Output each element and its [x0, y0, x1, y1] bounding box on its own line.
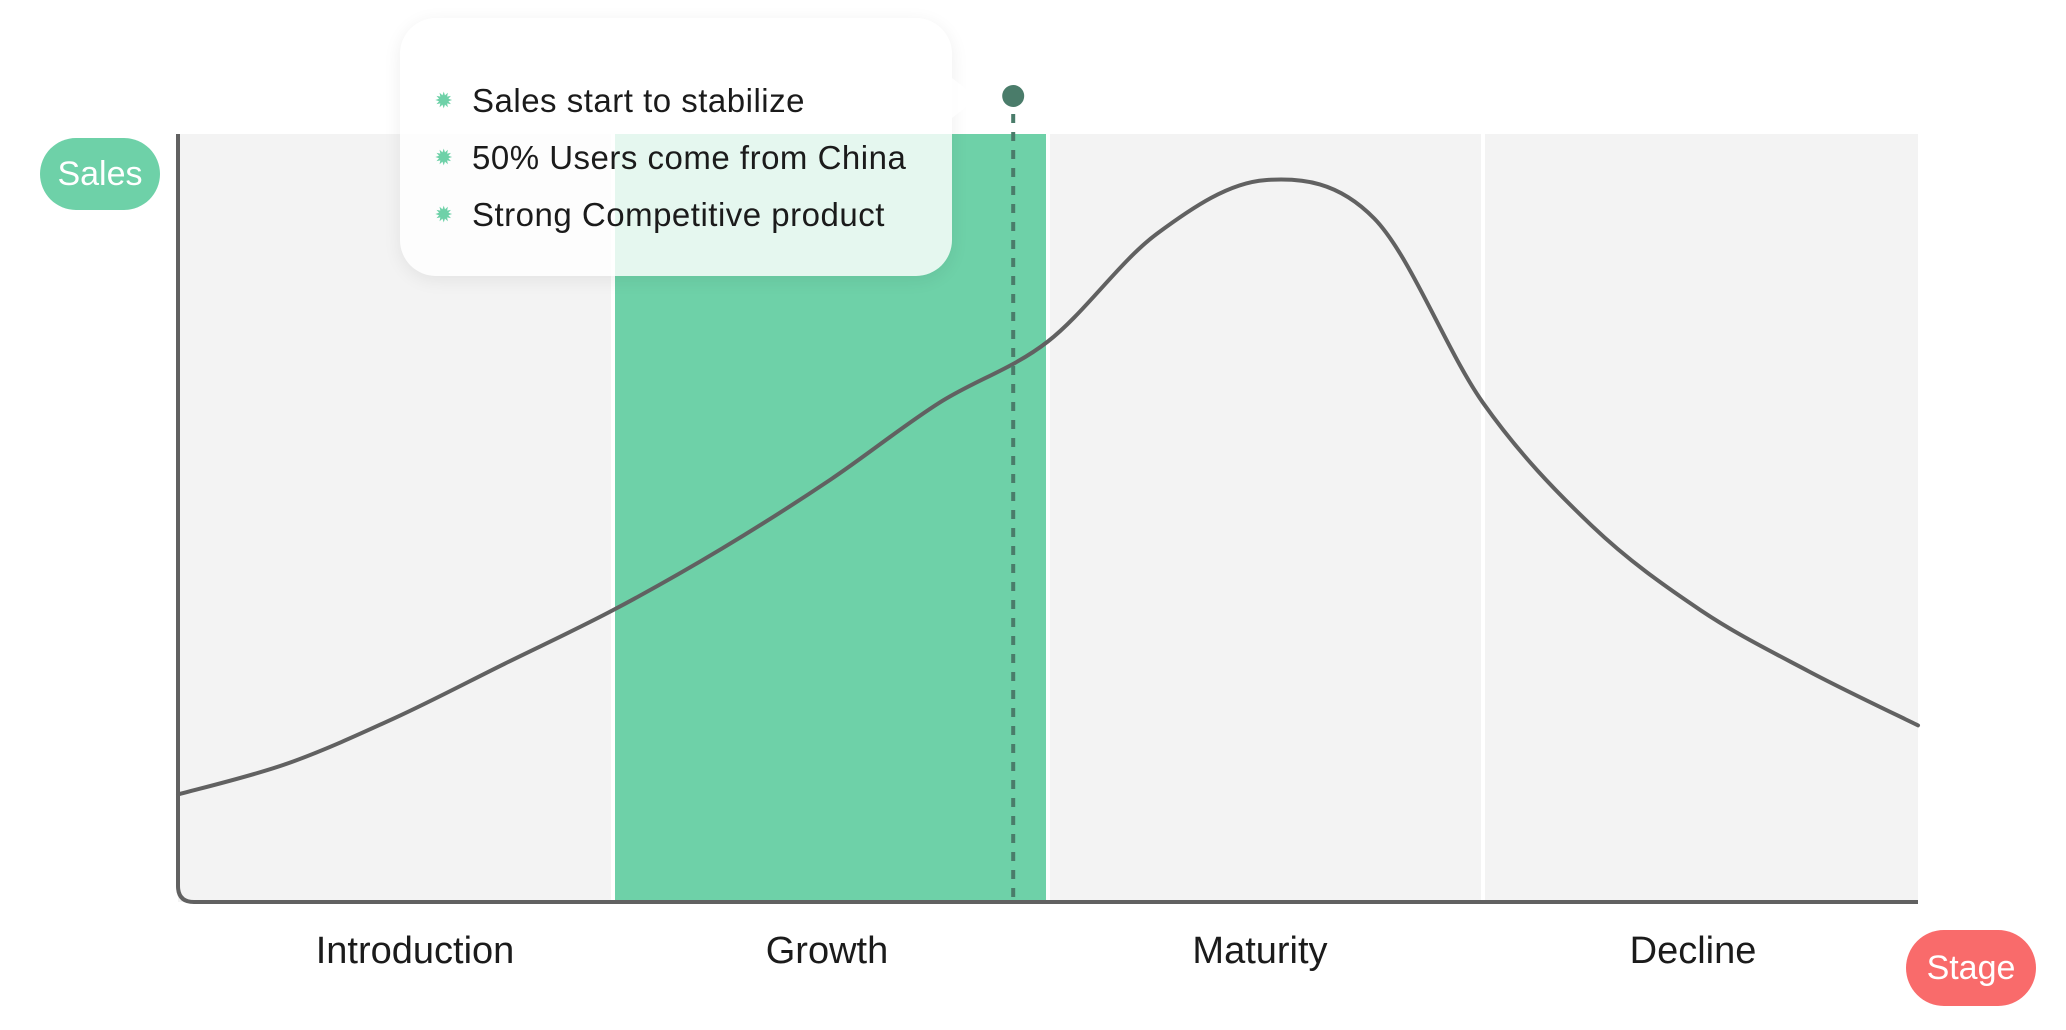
stage-label-maturity: Maturity — [1192, 930, 1328, 972]
x-axis-label: Stage — [1906, 930, 2036, 1006]
marker-dot[interactable] — [1002, 85, 1025, 107]
bullet-icon: ✹ — [434, 201, 454, 227]
tooltip-note-text: 50% Users come from China — [472, 138, 907, 176]
tooltip-note-text: Strong Competitive product — [472, 195, 885, 233]
stage-label-introduction: Introduction — [315, 930, 515, 972]
stage-band-maturity — [1048, 134, 1483, 902]
tooltip-note-text: Sales start to stabilize — [472, 81, 805, 119]
tooltip-note: ✹ Strong Competitive product — [434, 186, 952, 243]
sales-curve — [176, 177, 1920, 797]
tooltip-note: ✹ 50% Users come from China — [434, 129, 952, 186]
bullet-icon: ✹ — [434, 144, 454, 170]
chart-axes — [176, 134, 1918, 904]
stage-label-decline: Decline — [1629, 930, 1757, 972]
y-axis-label: Sales — [40, 138, 160, 210]
stage-label-growth: Growth — [765, 930, 889, 972]
stage-band-decline — [1483, 134, 1918, 902]
tooltip-note: ✹ Sales start to stabilize — [434, 72, 952, 129]
marker-tooltip: ✹ Sales start to stabilize ✹ 50% Users com… — [400, 18, 978, 276]
bullet-icon: ✹ — [434, 87, 454, 113]
tooltip-notes: ✹ Sales start to stabilize ✹ 50% Users com… — [400, 18, 952, 243]
